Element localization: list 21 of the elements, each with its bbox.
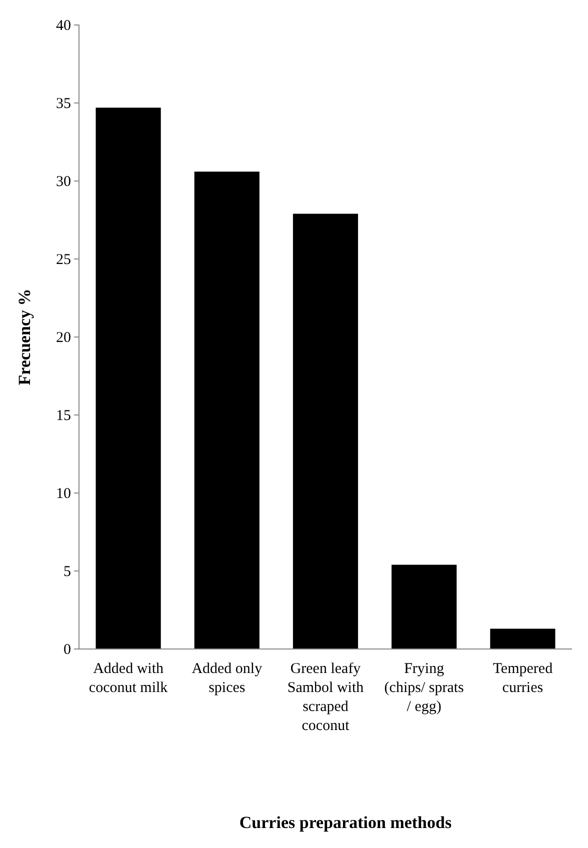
y-tick-label: 35 [56,96,71,112]
y-tick-label: 15 [56,408,71,424]
x-tick-label: Frying (chips/ sprats / egg) [384,661,464,715]
bar [292,214,358,649]
y-tick-label: 0 [64,642,71,658]
y-tick-label: 5 [64,564,71,580]
x-axis-title: Curries preparation methods [239,813,452,832]
y-tick-label: 30 [56,174,71,190]
x-tick-label: Green leafy Sambol with scraped coconut [287,661,364,734]
x-tick-label: Added only spices [192,661,263,696]
y-tick-label: 20 [56,330,71,346]
y-tick-label: 10 [56,486,71,502]
y-tick-label: 25 [56,252,71,268]
y-axis-title: Frecuency % [15,288,34,386]
y-tick-label: 40 [56,18,71,34]
bar [392,564,457,649]
bar [96,108,161,649]
bar [194,172,260,649]
x-tick-label: Tempered curries [492,661,554,696]
bar [490,628,556,649]
x-tick-label: Added with coconut milk [88,661,168,696]
